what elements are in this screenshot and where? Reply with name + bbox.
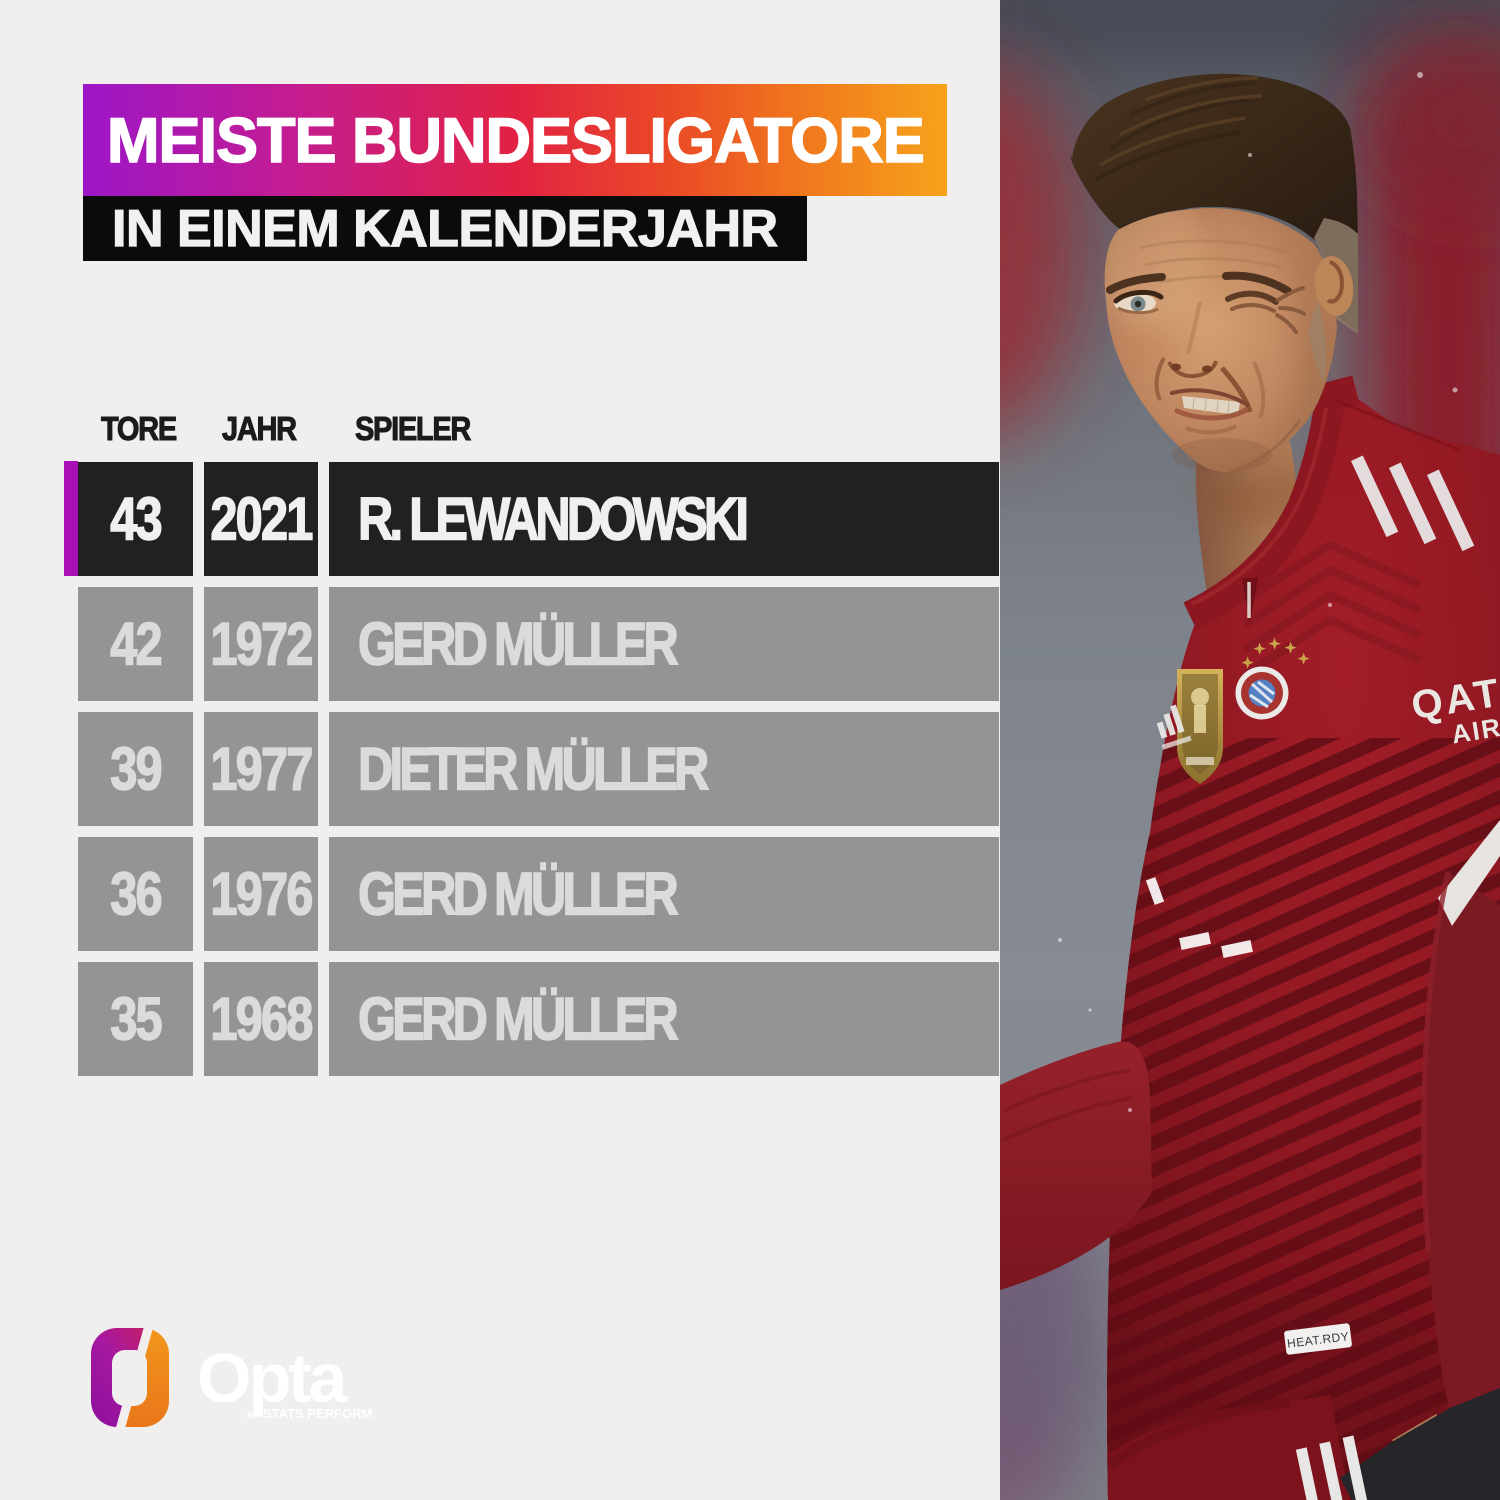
svg-text:Opta: Opta [197, 1339, 349, 1417]
svg-text:BY: BY [247, 1410, 260, 1420]
svg-text:STATS PERFORM: STATS PERFORM [263, 1406, 372, 1421]
